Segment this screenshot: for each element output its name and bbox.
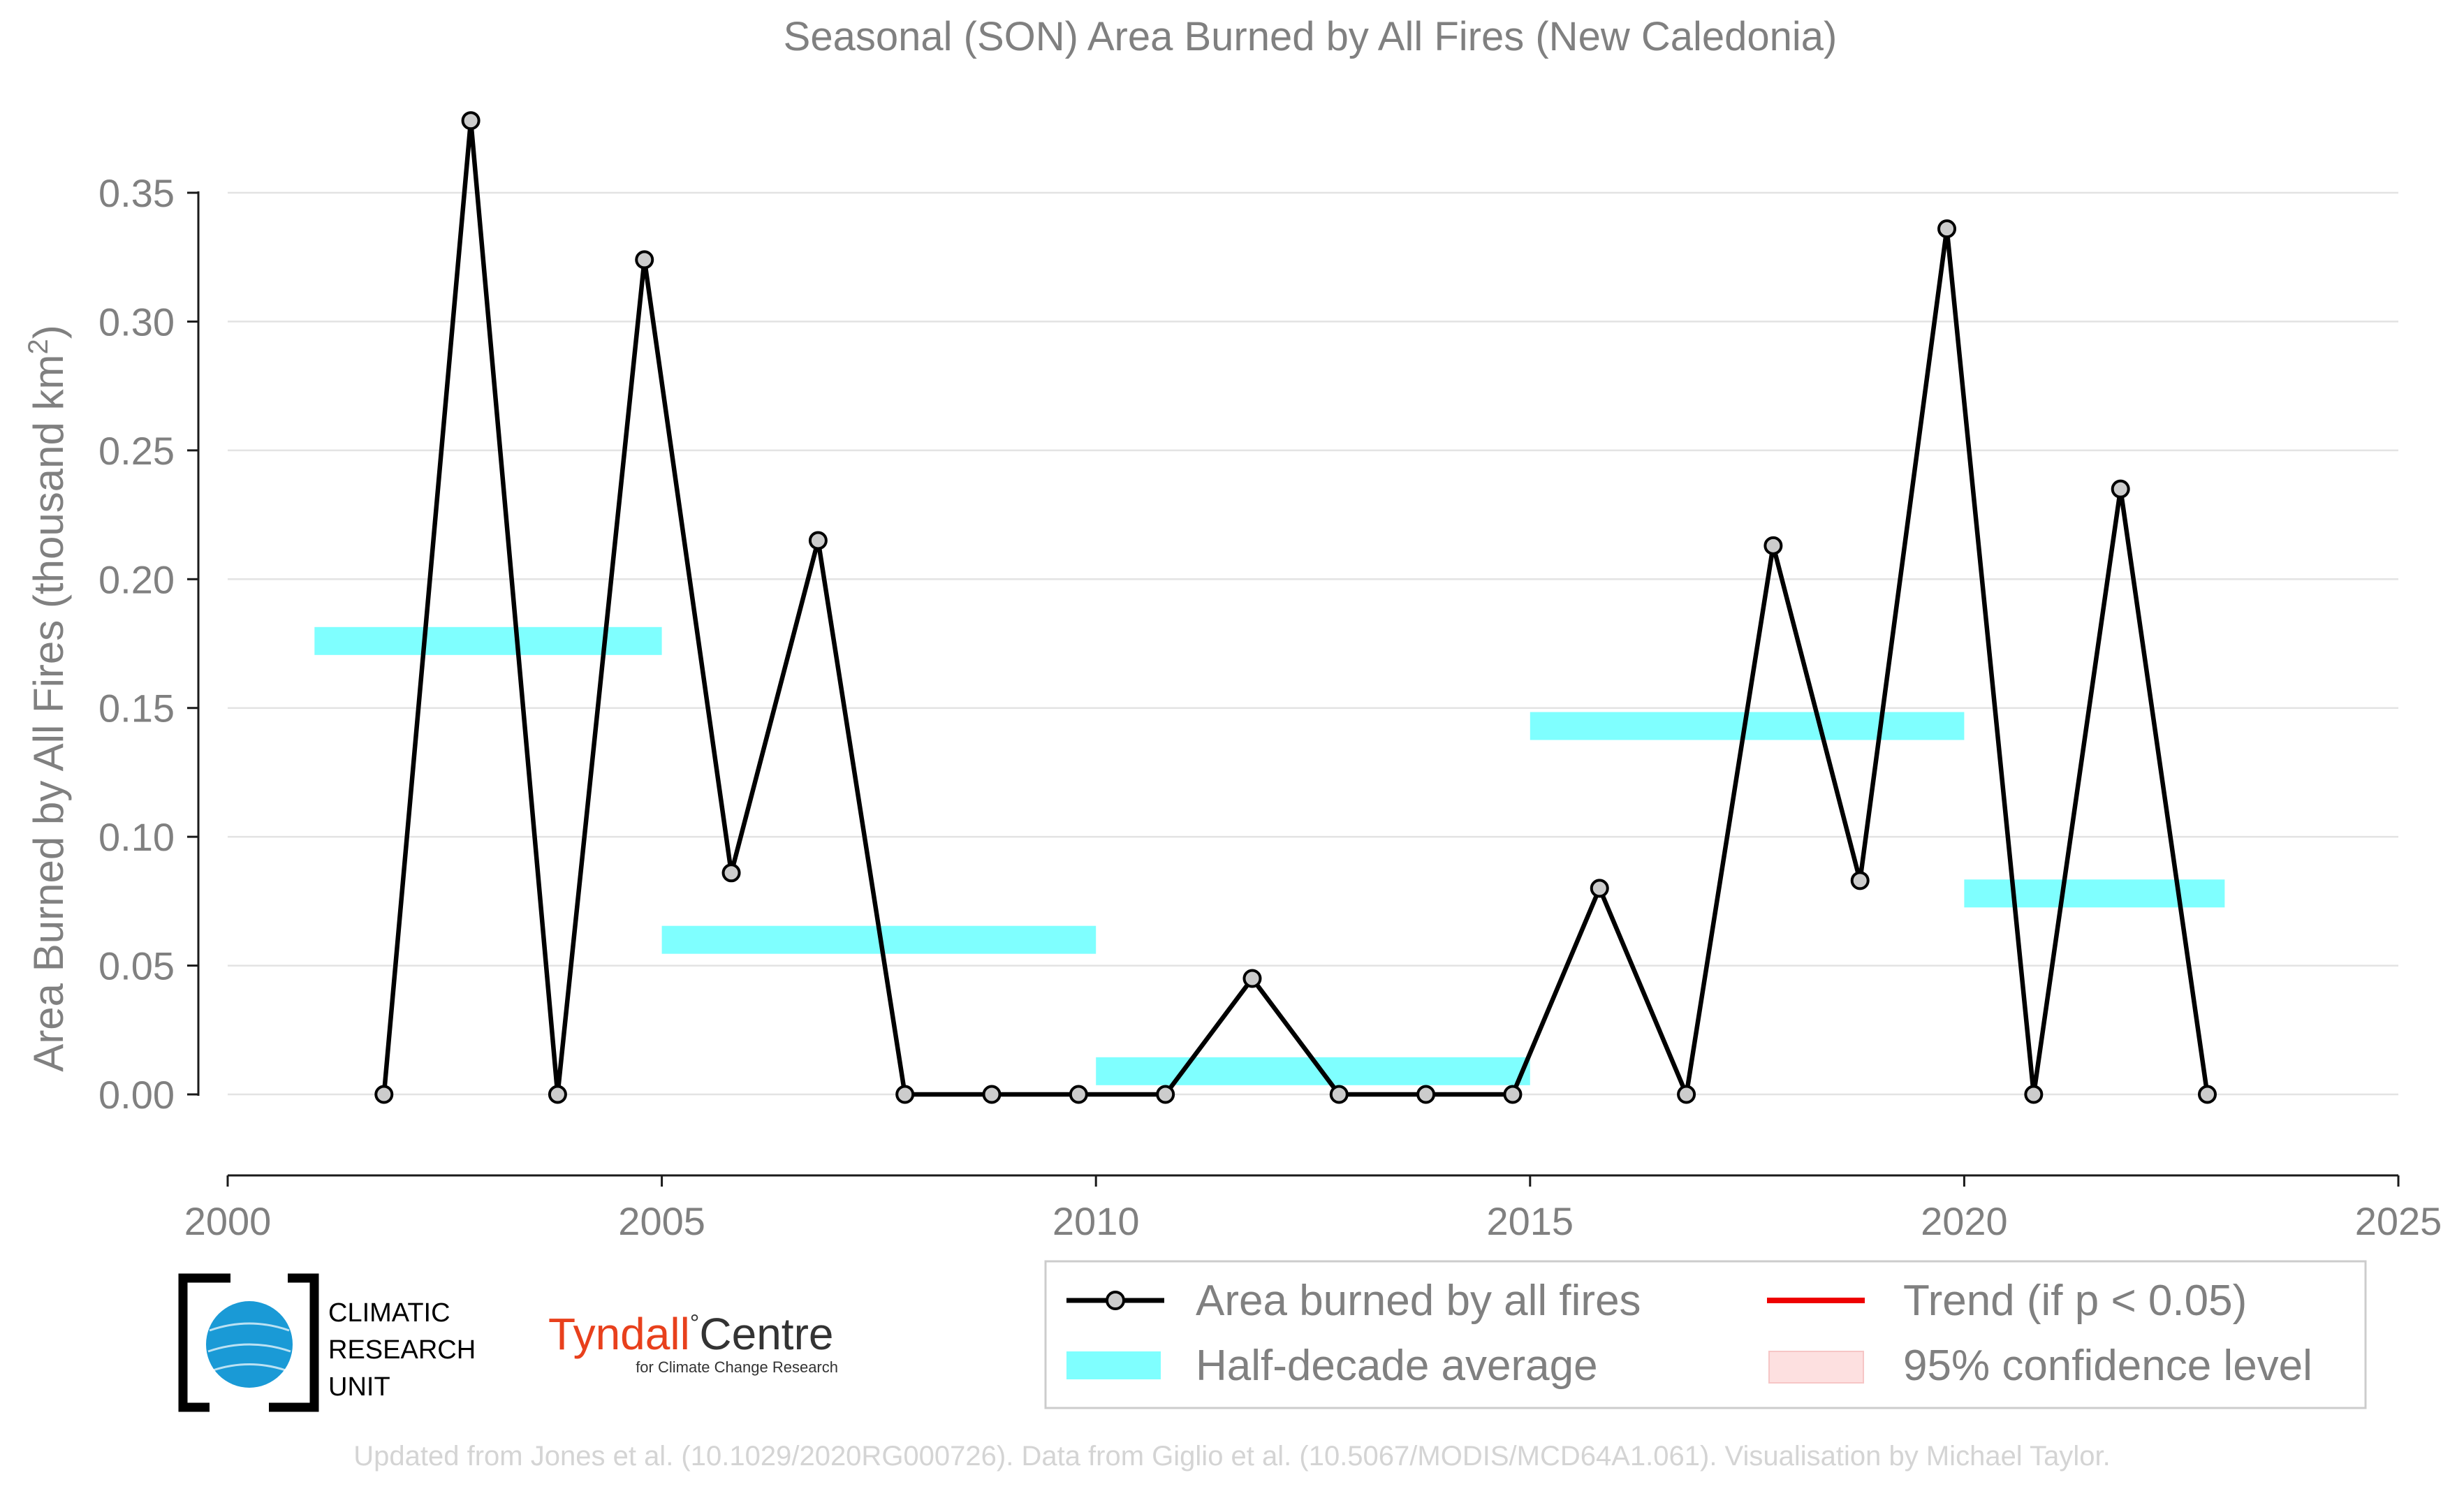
data-point xyxy=(461,111,481,131)
legend-frame xyxy=(1044,1260,2367,1409)
y-tick-label: 0.30 xyxy=(98,300,175,344)
y-tick-label: 0.35 xyxy=(98,171,175,215)
cru-logo: CLIMATIC RESEARCH UNIT xyxy=(178,1273,476,1412)
legend-label-half-decade: Half-decade average xyxy=(1196,1342,1598,1390)
legend: Area burned by all fires Trend (if p < 0… xyxy=(1044,1260,2367,1409)
x-tick-label: 2010 xyxy=(1053,1199,1140,1243)
y-tick-label: 0.00 xyxy=(98,1073,175,1117)
area-burned-series xyxy=(374,111,2217,1104)
footer-credits: Updated from Jones et al. (10.1029/2020R… xyxy=(353,1441,2110,1472)
y-tick-label: 0.05 xyxy=(98,944,175,988)
y-tick-label: 0.10 xyxy=(98,815,175,859)
data-point xyxy=(1329,1085,1349,1104)
half-decade-bar xyxy=(314,626,662,655)
legend-confidence-swatch xyxy=(1768,1351,1864,1384)
legend-label-trend: Trend (if p < 0.05) xyxy=(1903,1277,2247,1325)
data-point xyxy=(1763,536,1783,555)
x-axis: 2000 2005 2010 2015 2020 2025 xyxy=(184,1174,2442,1243)
x-tick-label: 2020 xyxy=(1921,1199,2008,1243)
x-tick-label: 2025 xyxy=(2355,1199,2442,1243)
data-point xyxy=(2024,1085,2044,1104)
cru-logo-line-1: CLIMATIC xyxy=(328,1298,450,1328)
cru-bracket-left xyxy=(178,1273,210,1412)
tyndall-logo-tagline: for Climate Change Research xyxy=(636,1358,838,1376)
grid-lines xyxy=(228,191,2398,1096)
chart-title: Seasonal (SON) Area Burned by All Fires … xyxy=(784,14,1838,59)
x-tick-label: 2005 xyxy=(618,1199,705,1243)
x-tick-label: 2000 xyxy=(184,1199,272,1243)
y-tick-label: 0.15 xyxy=(98,687,175,731)
legend-marker-swatch xyxy=(1106,1291,1125,1310)
data-point xyxy=(895,1085,915,1104)
data-point xyxy=(548,1085,567,1104)
tyndall-logo-wordmark: Tyndall°Centre xyxy=(548,1309,833,1359)
series-line xyxy=(381,120,2210,1103)
cru-bracket-right xyxy=(288,1273,319,1412)
data-point xyxy=(982,1085,1002,1104)
y-axis-label-main: Area Burned by All Fires (thousand km xyxy=(25,355,72,1072)
y-tick-label: 0.20 xyxy=(98,557,175,601)
data-point xyxy=(2197,1085,2217,1104)
data-point xyxy=(808,531,828,550)
cru-logo-line-3: UNIT xyxy=(328,1372,390,1402)
y-axis-label-superscript: 2 xyxy=(23,339,54,354)
data-point xyxy=(1242,969,1262,988)
cru-logo-line-2: RESEARCH xyxy=(328,1335,476,1365)
data-point xyxy=(1069,1085,1088,1104)
x-tick-label: 2015 xyxy=(1487,1199,1574,1243)
data-point xyxy=(1937,219,1957,239)
y-axis: 0.00 0.05 0.10 0.15 0.20 0.25 0.30 0.35 xyxy=(98,171,200,1117)
data-point xyxy=(1156,1085,1175,1104)
half-decade-bar xyxy=(1964,879,2225,908)
data-point xyxy=(1416,1085,1436,1104)
data-point xyxy=(1503,1085,1523,1104)
data-point xyxy=(1590,879,1609,898)
legend-label-area-burned: Area burned by all fires xyxy=(1196,1277,1641,1325)
y-axis-label-close: ) xyxy=(25,325,72,339)
globe-lines xyxy=(207,1322,291,1372)
data-point xyxy=(1677,1085,1696,1104)
data-point xyxy=(721,863,741,883)
data-point xyxy=(1850,871,1870,890)
data-point xyxy=(374,1085,394,1104)
legend-label-confidence: 95% confidence level xyxy=(1903,1342,2312,1390)
y-axis-label: Area Burned by All Fires (thousand km2) xyxy=(23,325,72,1071)
data-point xyxy=(635,250,654,270)
data-point xyxy=(2111,479,2130,499)
tyndall-logo: Tyndall°Centre for Climate Change Resear… xyxy=(548,1309,838,1376)
legend-half-decade-swatch xyxy=(1066,1351,1161,1379)
y-tick-label: 0.25 xyxy=(98,429,175,473)
